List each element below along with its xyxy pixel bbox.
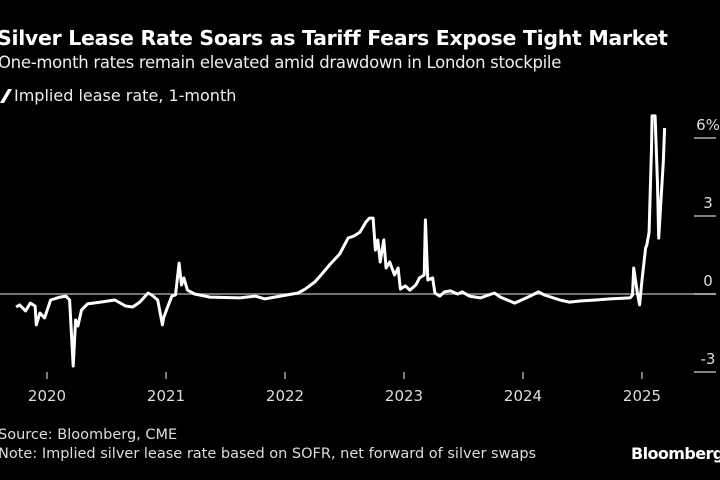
x-tick-label: 2025 <box>623 387 661 405</box>
series-line-implied-lease-rate <box>15 114 667 368</box>
y-tick-label: 0 <box>703 272 713 290</box>
y-tick-label: 6% <box>696 116 720 134</box>
x-tick-label: 2021 <box>147 387 185 405</box>
legend-label: Implied lease rate, 1-month <box>14 86 237 105</box>
y-tick-label: 3 <box>703 194 713 212</box>
chart-title: Silver Lease Rate Soars as Tariff Fears … <box>0 26 668 50</box>
x-tick-label: 2023 <box>385 387 423 405</box>
x-tick-label: 2022 <box>266 387 304 405</box>
note-text: Note: Implied silver lease rate based on… <box>0 446 537 462</box>
y-tick-label: -3 <box>701 350 716 368</box>
source-text: Source: Bloomberg, CME <box>0 427 178 443</box>
x-tick-label: 2024 <box>504 387 542 405</box>
x-tick-label: 2020 <box>28 387 66 405</box>
legend: Implied lease rate, 1-month <box>0 86 236 105</box>
chart-subtitle: One-month rates remain elevated amid dra… <box>0 53 562 72</box>
bloomberg-logo: Bloomberg <box>631 444 720 463</box>
